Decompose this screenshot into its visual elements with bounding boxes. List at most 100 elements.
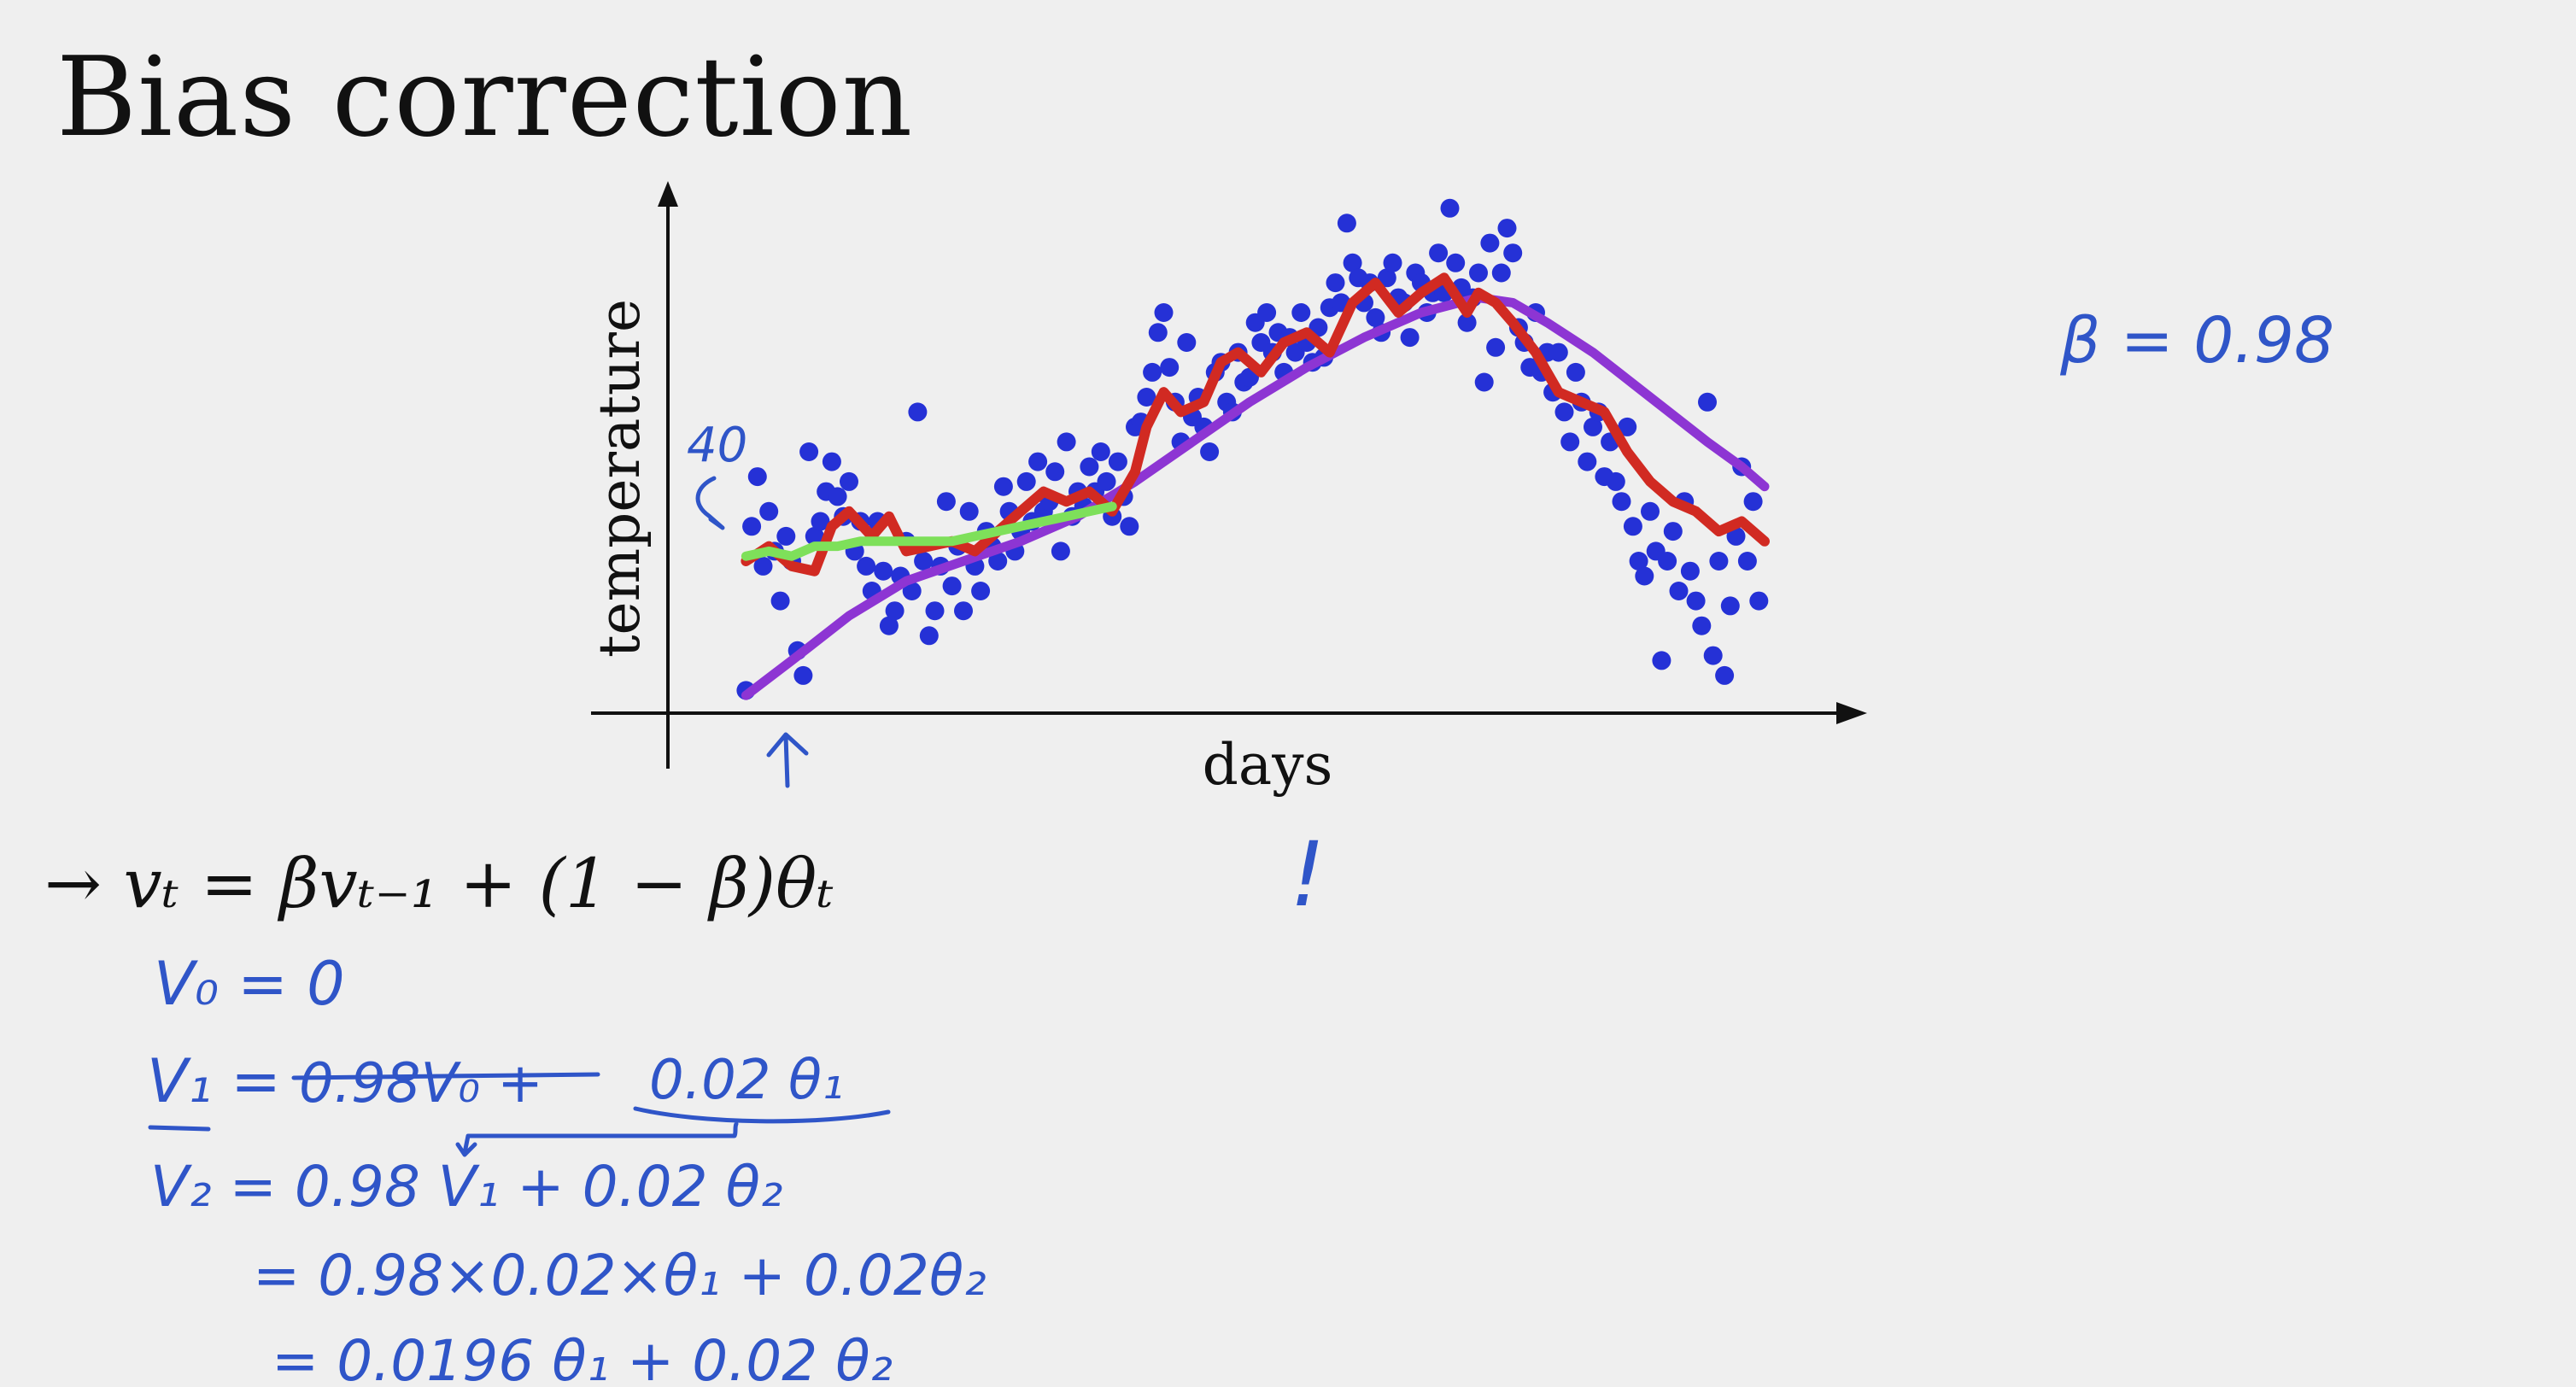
data-point	[1669, 582, 1689, 600]
data-point	[936, 492, 956, 512]
data-point	[1097, 471, 1116, 491]
data-point	[1491, 263, 1511, 283]
data-point	[1148, 323, 1168, 342]
data-point	[1366, 307, 1385, 327]
data-point	[1680, 561, 1700, 581]
data-point	[1549, 342, 1568, 362]
data-point	[1480, 233, 1500, 253]
slide-title: Bias correction	[56, 34, 914, 161]
data-point	[753, 556, 773, 576]
update-formula: → vₜ = βvₜ₋₁ + (1 − β)θₜ	[44, 844, 834, 923]
data-point	[1028, 452, 1048, 471]
series-line-ewma	[741, 272, 1770, 576]
data-point	[1154, 303, 1174, 322]
series-line-ewma-no-correction	[741, 293, 1770, 700]
data-point	[1177, 333, 1197, 352]
beta-annotation: β = 0.98	[2059, 304, 2334, 377]
data-point	[1584, 417, 1602, 436]
derivation-v0: V₀ = 0	[154, 949, 345, 1019]
data-point	[1652, 651, 1671, 670]
data-point	[959, 501, 979, 521]
data-point	[1291, 303, 1311, 322]
data-point	[1692, 616, 1712, 635]
data-point	[742, 517, 762, 536]
data-point	[1618, 417, 1637, 436]
derivation-v2: V₂ = 0.98 V₁ + 0.02 θ₂	[150, 1154, 782, 1220]
data-point	[1709, 552, 1729, 571]
scatter-points	[736, 198, 1769, 700]
data-point	[954, 601, 973, 621]
data-point	[1016, 471, 1036, 491]
data-point	[942, 576, 962, 596]
data-point	[1120, 517, 1139, 536]
data-point	[799, 442, 819, 461]
series-line-ewma-bias-corrected	[741, 501, 1117, 561]
data-point	[1429, 243, 1449, 263]
data-point	[828, 487, 847, 506]
data-point	[1057, 432, 1076, 452]
y-tick-annotation-40: 40	[687, 418, 747, 473]
derivation-v1-rest: 0.02 θ₁	[649, 1049, 844, 1112]
data-point	[1686, 591, 1706, 611]
data-point	[1091, 442, 1110, 461]
data-point	[840, 471, 858, 491]
data-point	[1051, 541, 1070, 561]
x-axis-label: days	[1203, 732, 1333, 798]
derivation-v1-prefix: V₁ =	[147, 1046, 281, 1116]
data-point	[1343, 253, 1362, 272]
data-point	[1160, 358, 1180, 377]
data-point	[747, 467, 767, 487]
data-point	[1486, 337, 1506, 357]
x-axis-arrow	[1836, 702, 1867, 724]
data-point	[879, 616, 899, 635]
data-point	[885, 601, 905, 621]
data-point	[1503, 243, 1523, 263]
data-point	[914, 552, 934, 571]
data-point	[1715, 665, 1735, 685]
data-point	[1383, 253, 1402, 272]
hook-arrow-40	[695, 476, 725, 530]
data-point	[1143, 362, 1162, 382]
data-point	[1474, 372, 1494, 392]
data-point	[1554, 402, 1574, 422]
data-point	[902, 582, 922, 600]
strikethrough	[291, 1072, 600, 1080]
data-point	[1045, 462, 1065, 482]
up-arrow-start	[766, 732, 809, 788]
data-point	[1080, 457, 1099, 477]
data-point	[811, 512, 830, 531]
data-point	[1400, 328, 1420, 348]
data-point	[1457, 313, 1477, 332]
data-point	[988, 552, 1008, 571]
derivation-v1-struck: 0.98V₀ +	[299, 1052, 543, 1115]
data-point	[925, 601, 945, 621]
derivation-v3: = 0.98×0.02×θ₁ + 0.02θ₂	[253, 1243, 986, 1308]
data-point	[1641, 501, 1660, 521]
data-point	[776, 526, 796, 546]
data-point	[793, 665, 813, 685]
data-point	[1703, 646, 1723, 665]
data-point	[1566, 362, 1585, 382]
data-point	[1606, 471, 1625, 491]
data-point	[822, 452, 841, 471]
data-point	[919, 626, 939, 646]
data-point	[1137, 388, 1156, 407]
data-point	[1635, 566, 1654, 586]
data-point	[759, 501, 779, 521]
y-axis-arrow	[658, 181, 678, 207]
data-point	[1629, 552, 1648, 571]
underline-bracket	[455, 1106, 891, 1157]
data-point	[908, 402, 928, 422]
data-point	[857, 556, 876, 576]
data-point	[1623, 517, 1642, 536]
data-point	[1578, 452, 1597, 471]
data-point	[1726, 526, 1746, 546]
data-point	[1446, 253, 1466, 272]
data-point	[1698, 392, 1717, 412]
data-point	[1200, 442, 1220, 461]
data-point	[1497, 219, 1517, 238]
data-point	[993, 477, 1013, 496]
data-point	[874, 561, 893, 581]
data-point	[1663, 522, 1683, 541]
